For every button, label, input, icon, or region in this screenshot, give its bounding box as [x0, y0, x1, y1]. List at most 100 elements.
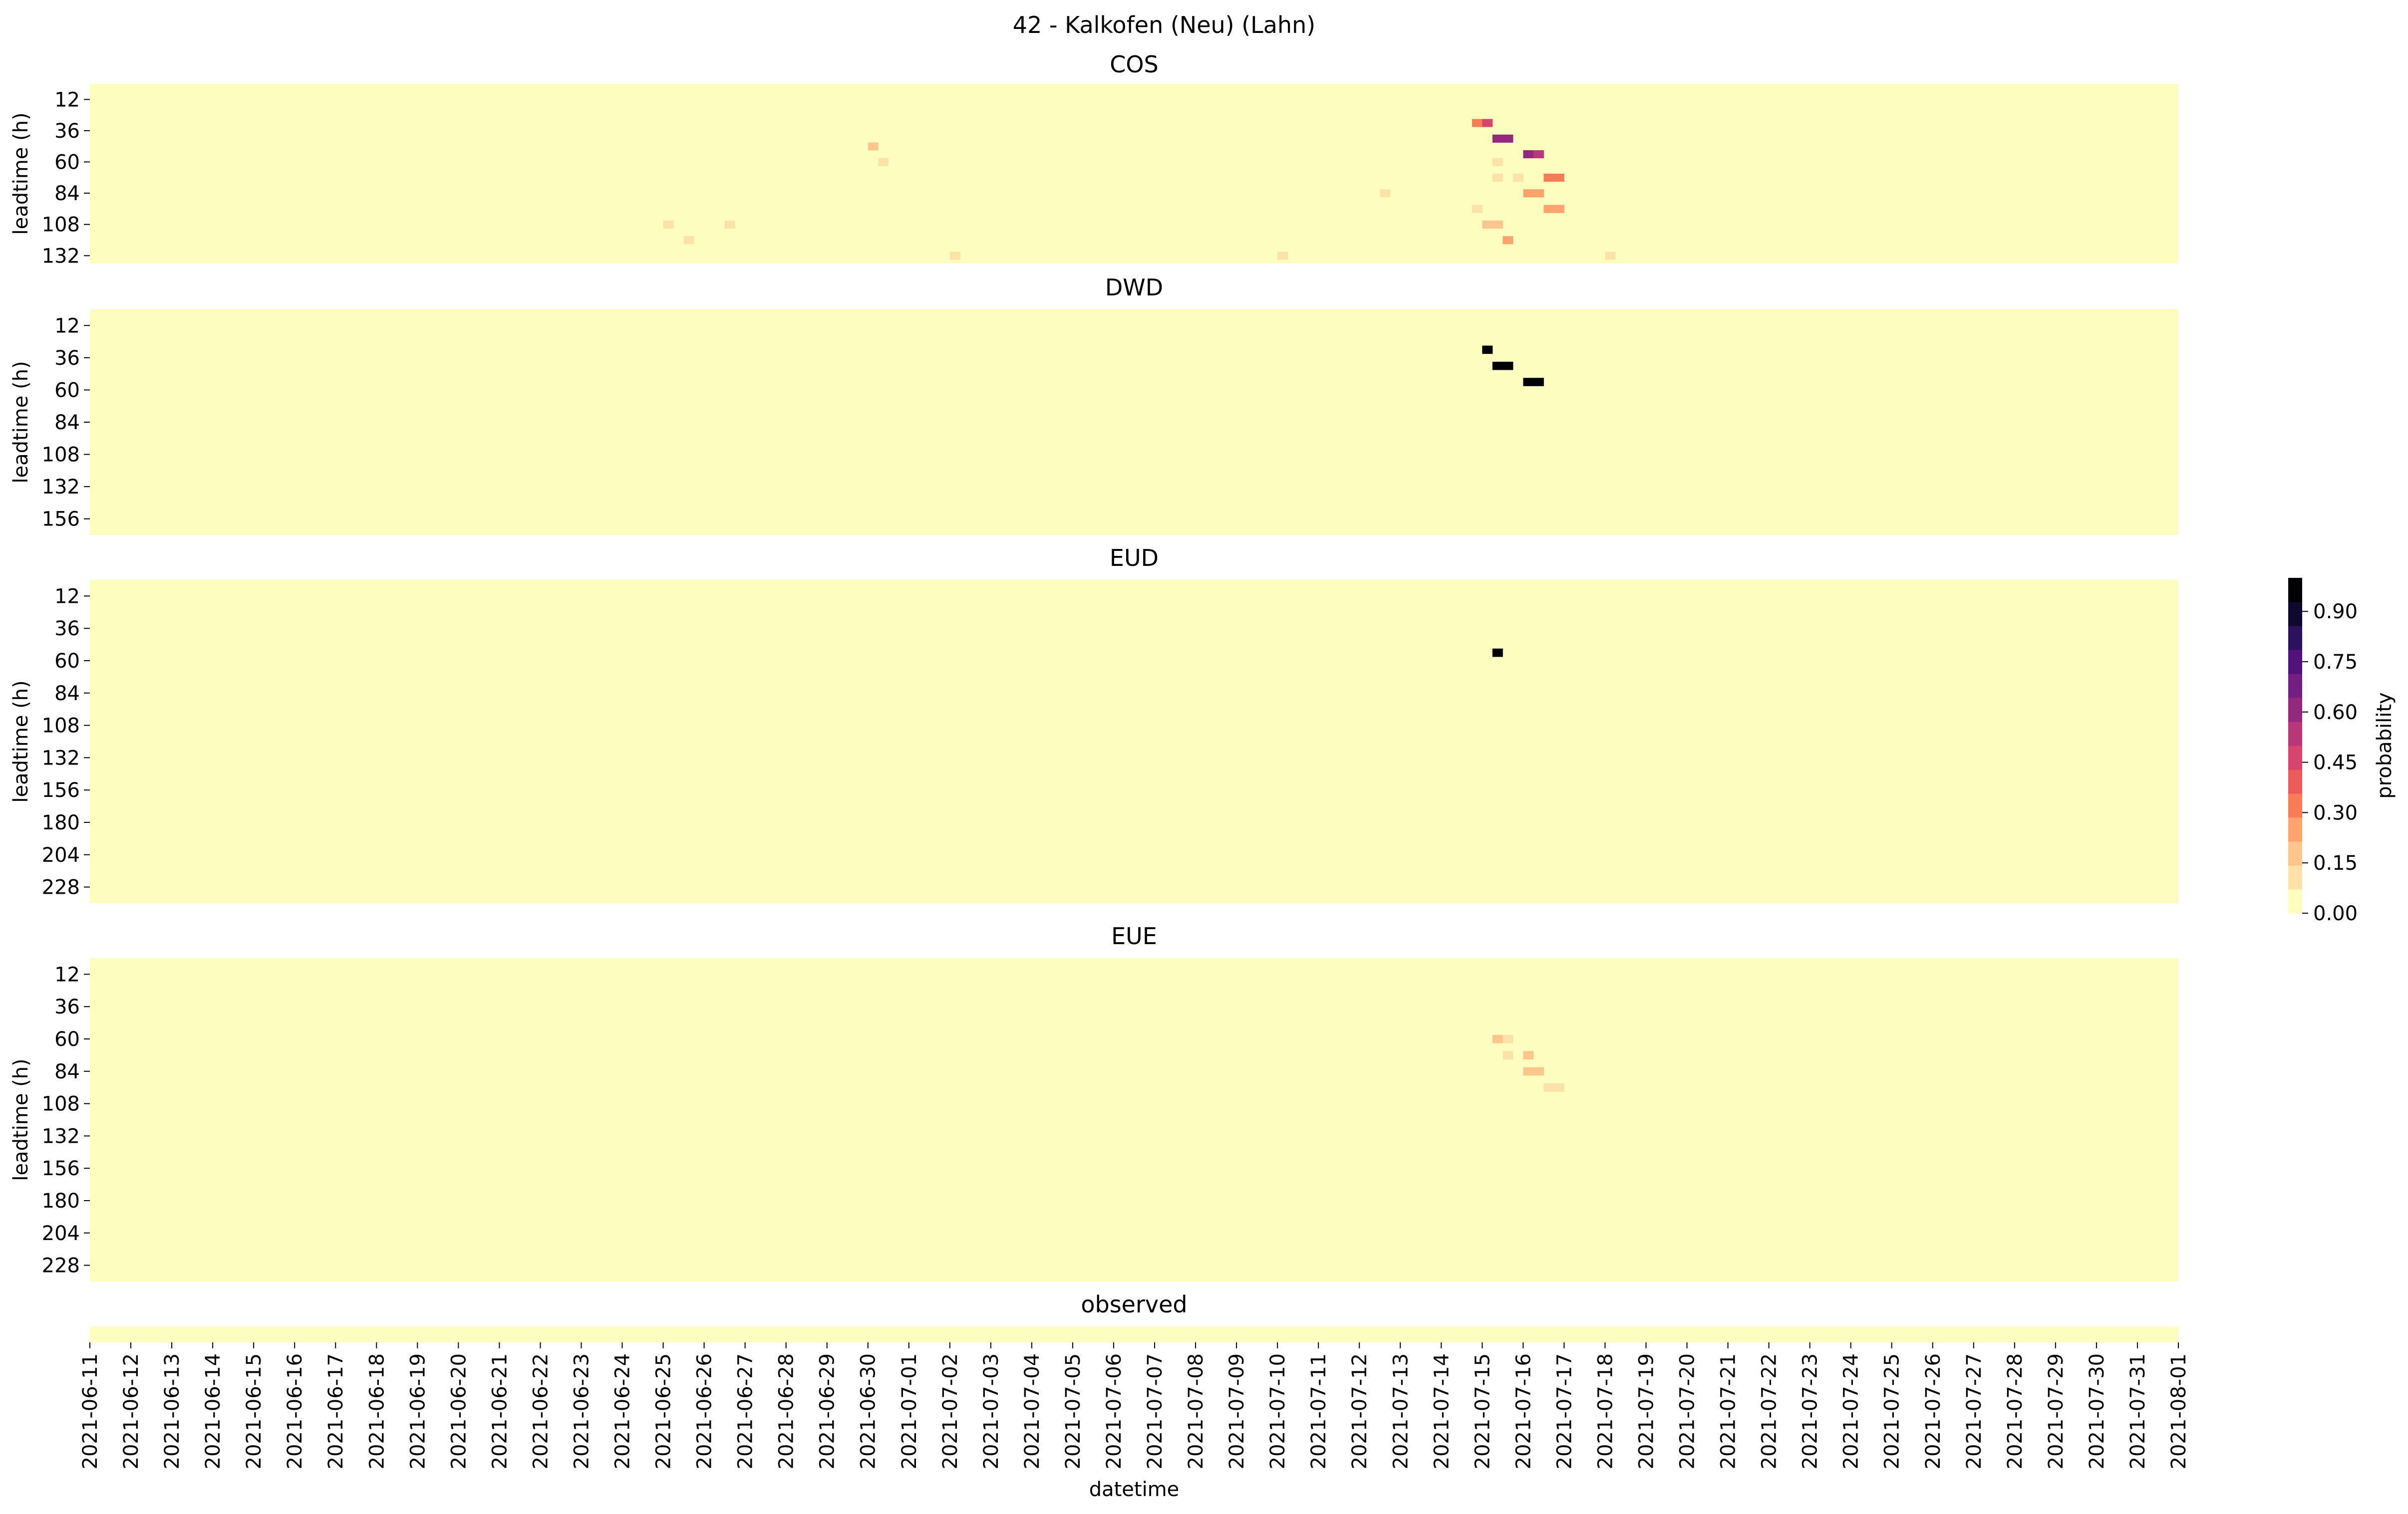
colorbar-tick-label: 0.60 [2313, 701, 2358, 724]
heatmap-cell [1503, 134, 1513, 143]
y-tick-label: 132 [42, 1125, 80, 1148]
heatmap-cell [1523, 378, 1534, 386]
x-tick-label: 2021-07-15 [1471, 1353, 1494, 1469]
colorbar-tick-label: 0.90 [2313, 600, 2358, 623]
x-tick-label: 2021-07-30 [2086, 1353, 2108, 1469]
x-tick-label: 2021-06-13 [161, 1353, 184, 1469]
colorbar-tick-label: 0.30 [2313, 801, 2358, 824]
heatmap-cell [1462, 134, 1473, 143]
colorbar-segment [2288, 602, 2302, 626]
y-tick-label: 12 [54, 963, 80, 986]
x-tick-label: 2021-06-16 [284, 1353, 306, 1469]
y-tick-label: 204 [42, 844, 80, 867]
heatmap-cell [1553, 158, 1564, 166]
x-tick-label: 2021-06-25 [652, 1353, 675, 1469]
y-axis-label: leadtime (h) [9, 680, 32, 802]
heatmap-background [90, 958, 2178, 1281]
panel-title: EUD [1110, 544, 1159, 571]
x-tick-label: 2021-07-13 [1389, 1353, 1412, 1469]
x-tick-label: 2021-07-29 [2045, 1353, 2068, 1469]
heatmap-cell [1492, 1018, 1503, 1027]
heatmap-background [90, 309, 2178, 535]
x-tick-label: 2021-07-07 [1144, 1353, 1167, 1469]
y-tick-label: 156 [42, 1157, 80, 1180]
heatmap-cell [1380, 189, 1391, 198]
heatmap-background [90, 1326, 2178, 1342]
x-tick-label: 2021-07-09 [1225, 1353, 1248, 1469]
x-tick-label: 2021-06-23 [570, 1353, 593, 1469]
y-tick-label: 12 [54, 314, 80, 337]
y-tick-label: 84 [54, 182, 80, 205]
x-tick-label: 2021-06-30 [857, 1353, 880, 1469]
x-tick-label: 2021-07-24 [1840, 1353, 1863, 1469]
heatmap-panels: COS 12 36 60 84 108 132 leadtime (h) DWD 12 36 60 84… [9, 51, 2190, 1469]
colorbar-segment [2288, 793, 2302, 818]
y-tick-label: 84 [54, 1060, 80, 1083]
colorbar-segment [2288, 626, 2302, 650]
y-tick-label: 228 [42, 1255, 80, 1277]
x-tick-label: 2021-06-28 [775, 1353, 798, 1469]
x-tick-label: 2021-06-26 [693, 1353, 716, 1469]
y-tick-label: 36 [54, 617, 80, 640]
x-tick-label: 2021-07-16 [1512, 1353, 1535, 1469]
heatmap-cell [1523, 189, 1534, 198]
y-tick-label: 12 [54, 585, 80, 608]
heatmap-cell [1503, 1034, 1513, 1043]
heatmap-cell [1523, 1067, 1534, 1076]
heatmap-cell [1523, 1051, 1534, 1059]
x-tick-label: 2021-06-21 [488, 1353, 511, 1469]
heatmap-cell [1503, 361, 1513, 370]
x-tick-label: 2021-07-28 [2004, 1353, 2027, 1469]
x-tick-label: 2021-06-11 [79, 1353, 102, 1469]
x-tick-label: 2021-06-18 [365, 1353, 388, 1469]
y-tick-label: 132 [42, 747, 80, 769]
y-tick-label: 60 [54, 1028, 80, 1051]
y-tick-label: 36 [54, 347, 80, 370]
heatmap-cell [1492, 134, 1503, 143]
x-tick-label: 2021-06-17 [324, 1353, 347, 1469]
heatmap-cell [1492, 174, 1503, 182]
colorbar-tick-label: 0.00 [2313, 902, 2358, 925]
colorbar-segment [2288, 698, 2302, 722]
x-tick-label: 2021-07-06 [1103, 1353, 1126, 1469]
panel-4: observed 2021-06-11 2021-06-12 2021-06-13 20… [79, 1291, 2190, 1469]
panel-title: observed [1081, 1291, 1187, 1318]
heatmap-cell [1533, 150, 1544, 159]
heatmap-cell [683, 236, 694, 245]
heatmap-cell [1503, 150, 1513, 159]
x-tick-label: 2021-07-02 [939, 1353, 962, 1469]
heatmap-background [90, 580, 2178, 903]
heatmap-cell [949, 252, 960, 260]
colorbar-tick-label: 0.45 [2313, 752, 2358, 774]
heatmap-cell [1543, 174, 1554, 182]
x-tick-label: 2021-06-27 [734, 1353, 757, 1469]
y-tick-label: 36 [54, 120, 80, 143]
colorbar-segment [2288, 817, 2302, 842]
panel-3: EUE 12 36 60 84 108 132 156 180 204 228 leadtime (h… [9, 923, 2178, 1281]
heatmap-cell [1564, 1099, 1575, 1108]
heatmap-cell [1277, 252, 1288, 260]
heatmap-cell [878, 158, 889, 166]
heatmap-cell [1533, 189, 1544, 198]
y-tick-label: 60 [54, 379, 80, 402]
x-tick-label: 2021-06-14 [202, 1353, 225, 1469]
y-tick-label: 60 [54, 650, 80, 673]
heatmap-cell [1553, 174, 1564, 182]
panel-title: EUE [1111, 923, 1157, 950]
heatmap-cell [1512, 174, 1523, 182]
heatmap-cell [1503, 236, 1513, 245]
colorbar-segment [2288, 674, 2302, 698]
x-tick-label: 2021-07-17 [1553, 1353, 1576, 1469]
colorbar-segment [2288, 650, 2302, 674]
heatmap-cell [1492, 220, 1503, 229]
heatmap-cell [1605, 252, 1616, 260]
x-tick-label: 2021-07-11 [1307, 1353, 1330, 1469]
panel-1: DWD 12 36 60 84 108 132 156 leadtime (h) [9, 274, 2178, 535]
y-tick-label: 228 [42, 876, 80, 899]
heatmap-cell [1492, 158, 1503, 166]
x-tick-label: 2021-07-25 [1881, 1353, 1904, 1469]
heatmap-cell [1492, 648, 1503, 657]
heatmap-cell [1553, 1083, 1564, 1092]
colorbar-segment [2288, 889, 2302, 914]
x-axis-label: datetime [1089, 1478, 1180, 1501]
